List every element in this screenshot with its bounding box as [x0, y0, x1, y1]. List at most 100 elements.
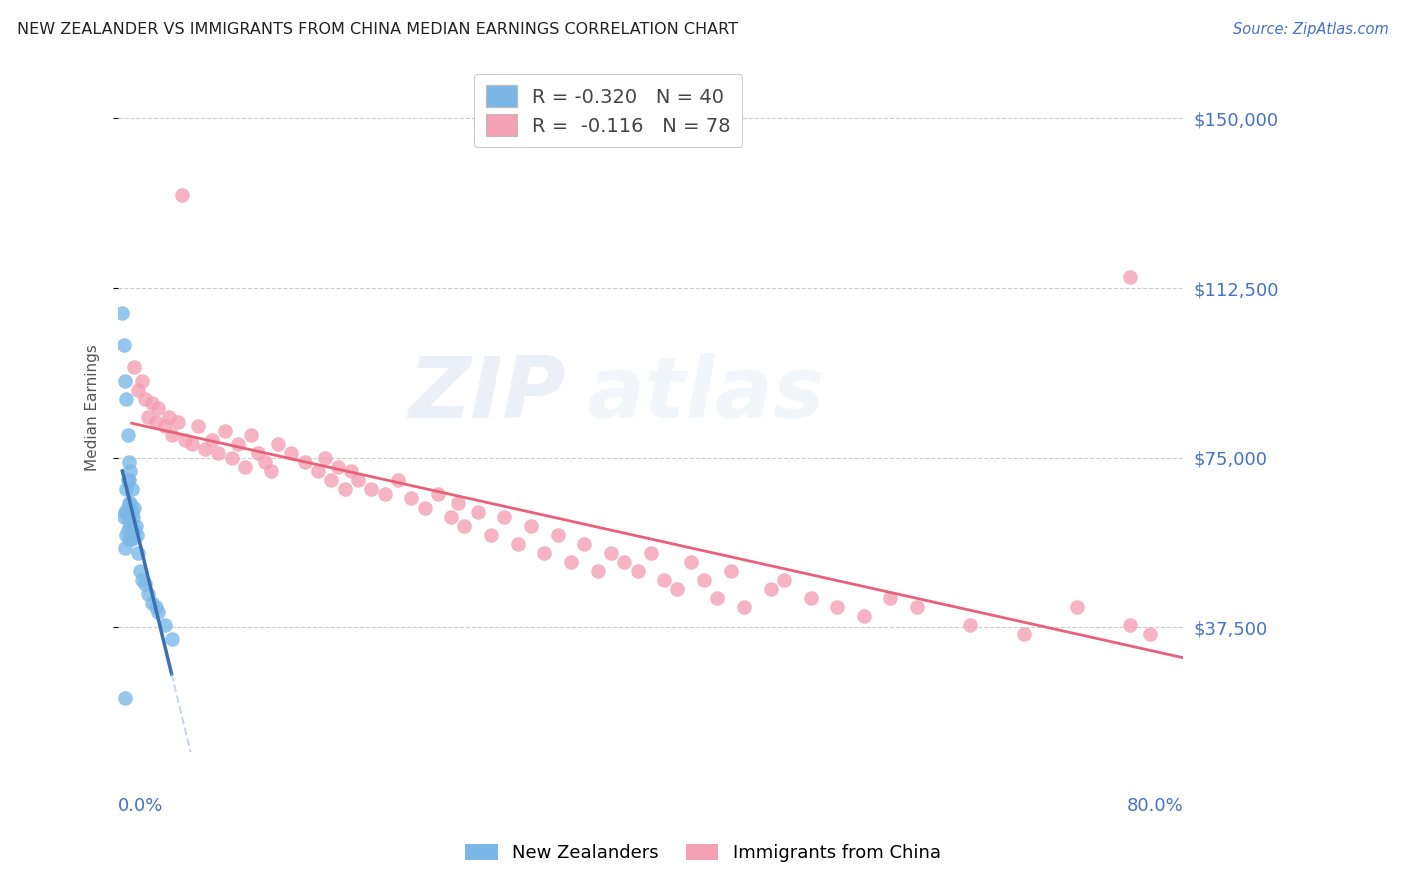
- Legend: New Zealanders, Immigrants from China: New Zealanders, Immigrants from China: [458, 837, 948, 870]
- Point: [200, 433, 222, 447]
- Point: [340, 464, 363, 478]
- Point: [131, 374, 153, 388]
- Point: [879, 591, 901, 605]
- Point: [167, 415, 190, 429]
- Point: [759, 582, 782, 596]
- Point: [773, 573, 796, 587]
- Point: [574, 537, 596, 551]
- Point: [141, 596, 163, 610]
- Point: [122, 509, 145, 524]
- Point: [1066, 600, 1088, 615]
- Point: [347, 474, 370, 488]
- Point: [134, 392, 156, 406]
- Point: [547, 527, 569, 541]
- Point: [114, 690, 136, 705]
- Point: [114, 374, 136, 388]
- Point: [194, 442, 217, 456]
- Point: [118, 455, 141, 469]
- Point: [613, 555, 636, 569]
- Point: [121, 505, 143, 519]
- Point: [187, 419, 209, 434]
- Point: [136, 586, 159, 600]
- Point: [118, 533, 141, 547]
- Point: [494, 509, 516, 524]
- Point: [560, 555, 582, 569]
- Point: [506, 537, 529, 551]
- Point: [118, 496, 141, 510]
- Point: [666, 582, 689, 596]
- Text: atlas: atlas: [586, 352, 825, 435]
- Point: [180, 437, 202, 451]
- Point: [374, 487, 396, 501]
- Point: [652, 573, 675, 587]
- Point: [120, 496, 142, 510]
- Point: [145, 415, 167, 429]
- Text: ZIP: ZIP: [408, 352, 565, 435]
- Point: [1119, 618, 1142, 632]
- Point: [693, 573, 716, 587]
- Point: [141, 396, 163, 410]
- Point: [127, 383, 149, 397]
- Point: [124, 518, 146, 533]
- Point: [118, 474, 141, 488]
- Point: [207, 446, 229, 460]
- Point: [115, 505, 138, 519]
- Point: [233, 459, 256, 474]
- Point: [1139, 627, 1161, 641]
- Point: [240, 428, 263, 442]
- Point: [160, 632, 183, 646]
- Point: [533, 546, 555, 560]
- Point: [136, 410, 159, 425]
- Point: [121, 533, 143, 547]
- Point: [160, 428, 183, 442]
- Point: [112, 509, 135, 524]
- Point: [294, 455, 316, 469]
- Point: [959, 618, 981, 632]
- Point: [447, 496, 470, 510]
- Point: [586, 564, 609, 578]
- Point: [852, 609, 875, 624]
- Text: 0.0%: 0.0%: [118, 797, 163, 814]
- Point: [148, 605, 170, 619]
- Point: [426, 487, 449, 501]
- Point: [174, 433, 197, 447]
- Point: [679, 555, 702, 569]
- Point: [131, 573, 153, 587]
- Point: [267, 437, 290, 451]
- Point: [626, 564, 648, 578]
- Point: [157, 410, 180, 425]
- Point: [134, 577, 156, 591]
- Point: [640, 546, 662, 560]
- Point: [333, 483, 356, 497]
- Point: [145, 600, 167, 615]
- Point: [314, 450, 336, 465]
- Point: [214, 424, 236, 438]
- Point: [124, 360, 146, 375]
- Point: [221, 450, 243, 465]
- Point: [321, 474, 343, 488]
- Point: [128, 564, 150, 578]
- Point: [148, 401, 170, 415]
- Point: [117, 428, 139, 442]
- Point: [706, 591, 728, 605]
- Point: [453, 518, 475, 533]
- Point: [153, 419, 176, 434]
- Point: [399, 491, 422, 506]
- Point: [118, 514, 141, 528]
- Text: 80.0%: 80.0%: [1126, 797, 1184, 814]
- Point: [121, 483, 143, 497]
- Point: [112, 337, 135, 351]
- Point: [247, 446, 270, 460]
- Point: [520, 518, 543, 533]
- Point: [599, 546, 621, 560]
- Point: [111, 306, 134, 320]
- Point: [800, 591, 823, 605]
- Point: [280, 446, 302, 460]
- Point: [253, 455, 276, 469]
- Point: [226, 437, 249, 451]
- Point: [307, 464, 329, 478]
- Point: [127, 546, 149, 560]
- Point: [153, 618, 176, 632]
- Point: [825, 600, 848, 615]
- Legend: R = -0.320   N = 40, R =  -0.116   N = 78: R = -0.320 N = 40, R = -0.116 N = 78: [474, 74, 742, 147]
